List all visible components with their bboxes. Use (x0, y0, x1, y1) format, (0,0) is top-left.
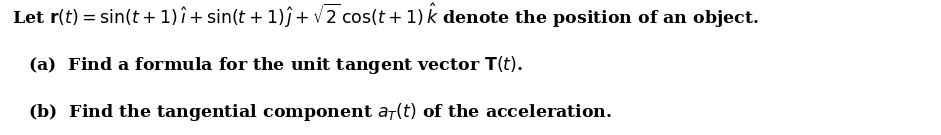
Text: (a)  Find a formula for the unit tangent vector $\mathbf{T}(t)$.: (a) Find a formula for the unit tangent … (28, 54, 523, 76)
Text: Let $\mathbf{r}(t) = \sin(t+1)\,\hat{\imath} + \sin(t+1)\,\hat{\jmath} + \sqrt{2: Let $\mathbf{r}(t) = \sin(t+1)\,\hat{\im… (12, 2, 759, 30)
Text: (b)  Find the tangential component $a_T(t)$ of the acceleration.: (b) Find the tangential component $a_T(t… (28, 101, 613, 123)
